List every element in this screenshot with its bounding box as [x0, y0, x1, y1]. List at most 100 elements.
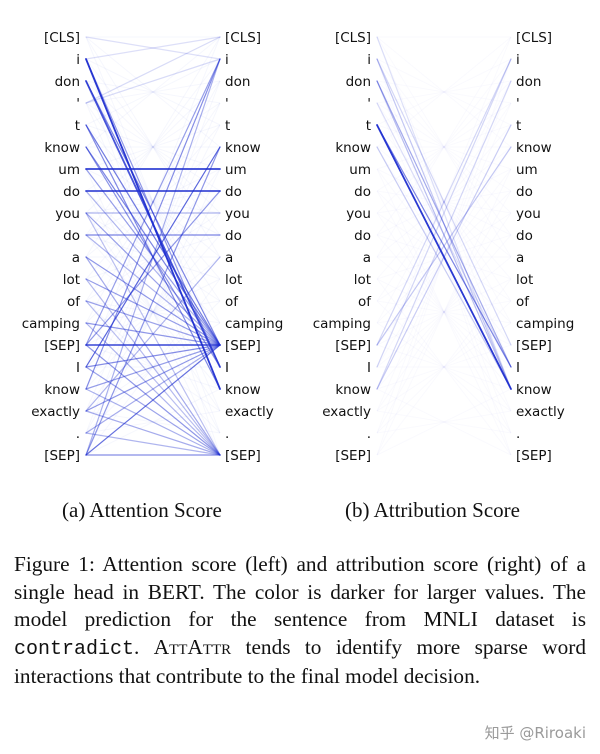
edge-I-to-[SEP] [85, 366, 221, 456]
right-token: know [516, 140, 552, 156]
left-token: [SEP] [44, 338, 80, 354]
attention-attribution-figure: [CLS] i don ' t know um do you do a lot of camping [SE… [22, 30, 575, 464]
edge-don-to-I [376, 80, 512, 368]
edge-lot-to-[SEP] [85, 278, 221, 456]
faint-edge [85, 168, 221, 456]
left-token: know [335, 140, 371, 156]
edge-I-to-i [376, 58, 512, 368]
edge-[SEP]-to-i [85, 58, 221, 456]
edge-know-to-[SEP] [85, 344, 221, 390]
right-token: [SEP] [516, 448, 552, 464]
edge-you-to-[SEP] [85, 212, 221, 346]
left-token: I [76, 360, 80, 376]
faint-edge [85, 190, 221, 214]
left-token: [SEP] [335, 448, 371, 464]
left-token: [CLS] [44, 30, 80, 46]
right-token: [CLS] [516, 30, 552, 46]
right-token: do [225, 228, 242, 244]
left-token: do [354, 228, 371, 244]
faint-edge [85, 36, 221, 258]
faint-edge [85, 388, 221, 456]
right-token: [SEP] [516, 338, 552, 354]
right-token: you [516, 206, 541, 222]
attribution-panel: [CLS] i don ' t know um do you do a lot of camping [SE… [313, 30, 575, 464]
left-token: um [349, 162, 371, 178]
left-token: t [75, 118, 80, 134]
faint-edge [85, 322, 221, 412]
right-token: do [516, 228, 533, 244]
right-token: of [516, 294, 530, 310]
faint-edge [85, 58, 221, 346]
edge-t-to-know [376, 124, 512, 390]
right-token: of [225, 294, 239, 310]
right-token: um [516, 162, 538, 178]
left-token: lot [354, 272, 371, 288]
left-token: do [63, 184, 80, 200]
edge-know-to-don [376, 80, 512, 390]
right-token: camping [516, 316, 574, 332]
edge-.-to-[SEP] [85, 432, 221, 456]
faint-edge [85, 80, 221, 104]
right-token: don [225, 74, 250, 90]
watermark: 知乎 @Riroaki [484, 724, 586, 742]
right-token: know [225, 382, 261, 398]
left-token: don [55, 74, 80, 90]
faint-edge [85, 278, 221, 456]
edge-[SEP]-to-[SEP] [85, 344, 221, 456]
left-token: know [335, 382, 371, 398]
right-token: exactly [516, 404, 565, 420]
faint-edge [85, 322, 221, 412]
faint-edge [85, 190, 221, 214]
edge-don-to-know [376, 80, 512, 390]
right-token: do [516, 184, 533, 200]
faint-edge [85, 146, 221, 258]
attention-panel: [CLS] i don ' t know um do you do a lot of camping [SE… [22, 30, 284, 464]
faint-edge [85, 102, 221, 302]
edge-[SEP]-to-i [85, 58, 221, 346]
right-token: t [225, 118, 230, 134]
figure-caption: Figure 1: Attention score (left) and att… [14, 551, 586, 691]
edge-don-to-[SEP] [85, 80, 221, 346]
faint-edge [85, 80, 221, 104]
faint-edge [85, 58, 221, 346]
faint-edge [85, 102, 221, 192]
edge-know-to-[SEP] [85, 388, 221, 456]
edge-know-to-know [376, 146, 512, 390]
attention-panel-caption: (a) Attention Score [62, 498, 222, 522]
left-token: do [63, 228, 80, 244]
left-token: ' [367, 96, 371, 112]
edge-i-to-[CLS] [85, 36, 221, 60]
left-token: [SEP] [335, 338, 371, 354]
edge-of-to-[SEP] [85, 300, 221, 346]
edge-'-to-[CLS] [85, 36, 221, 104]
right-token: t [516, 118, 521, 134]
right-token: know [225, 140, 261, 156]
faint-edge [85, 410, 221, 434]
left-token: a [363, 250, 371, 266]
edge-know-to-[SEP] [85, 146, 221, 346]
faint-edge [85, 80, 221, 324]
faint-edge [85, 58, 221, 236]
edge-lot-to-[SEP] [85, 278, 221, 346]
faint-edge [85, 344, 221, 390]
left-token: you [346, 206, 371, 222]
edge-[SEP]-to-know [376, 146, 512, 346]
caption-text-3: tends to identify more sparse word inter… [14, 634, 586, 689]
left-token: do [354, 184, 371, 200]
caption-text-1: Figure 1: Attention score (left) and att… [14, 552, 586, 632]
left-token: don [346, 74, 371, 90]
left-token: camping [313, 316, 371, 332]
left-token: know [44, 140, 80, 156]
edge-know-to-i [85, 58, 221, 390]
edge-do-to-[SEP] [85, 234, 221, 346]
right-token: [CLS] [225, 30, 261, 46]
faint-edge [85, 212, 221, 412]
edge-i-to-[SEP] [376, 58, 512, 346]
edge-a-to-[SEP] [85, 256, 221, 346]
right-token: know [516, 382, 552, 398]
edge-.-to-[SEP] [85, 344, 221, 434]
left-token: [SEP] [44, 448, 80, 464]
right-token: a [225, 250, 233, 266]
faint-edge [85, 58, 221, 236]
right-token: . [225, 426, 229, 442]
